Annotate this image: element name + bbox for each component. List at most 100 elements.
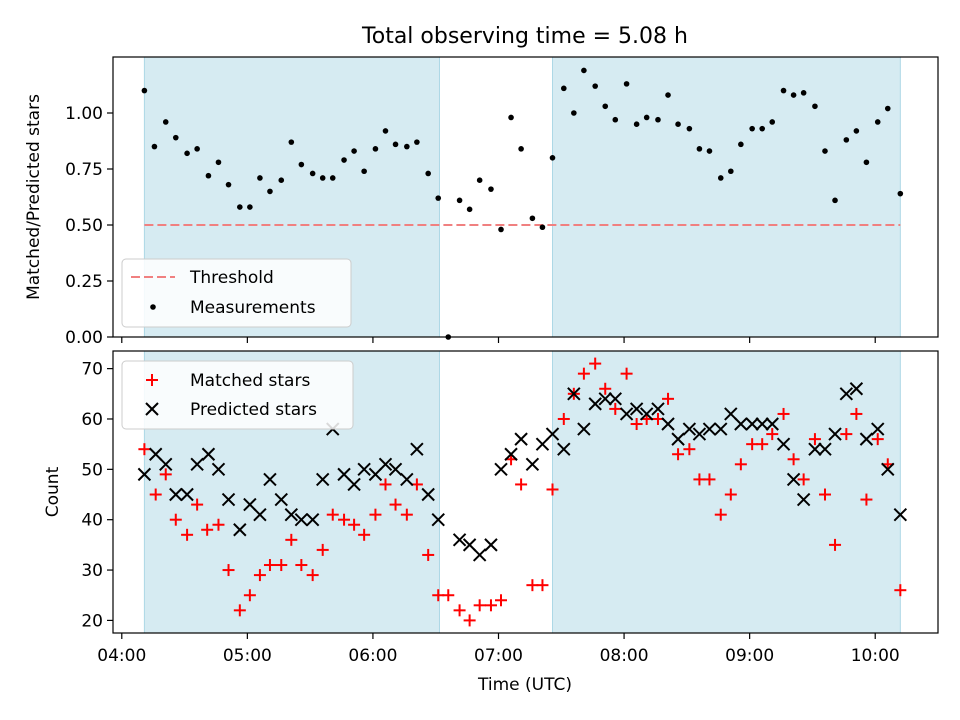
- ratio-y-tick-label: 0.50: [65, 216, 103, 236]
- matched-stars-legend-label: Matched stars: [190, 371, 310, 391]
- measurement-point: [812, 103, 818, 110]
- predicted-star-point: [504, 447, 518, 461]
- measurement-point: [476, 177, 483, 183]
- predicted-star-point: [462, 538, 477, 552]
- measurement-point: [392, 141, 399, 148]
- measurement-point: [205, 172, 212, 179]
- matched-star-point: [400, 508, 413, 521]
- measurement-point: [425, 170, 431, 177]
- predicted-star-point: [828, 427, 842, 441]
- measurement-point: [372, 146, 379, 152]
- count-y-tick-label: 20: [81, 611, 103, 631]
- measurement-point: [602, 103, 609, 110]
- predicted-star-point: [881, 462, 895, 477]
- matched-star-point: [222, 564, 235, 577]
- matched-star-point: [243, 589, 256, 602]
- predicted-star-point: [221, 492, 236, 507]
- predicted-star-point: [169, 487, 183, 502]
- measurement-point: [549, 155, 556, 161]
- chart-title: Total observing time = 5.08 h: [361, 24, 688, 49]
- predicted-star-point: [619, 407, 634, 421]
- predicted-star-point: [357, 462, 371, 477]
- predicted-star-point: [274, 492, 288, 507]
- predicted-star-point: [243, 497, 257, 512]
- matched-star-point: [840, 428, 853, 441]
- measurement-point: [329, 175, 336, 181]
- measurement-point: [633, 121, 640, 127]
- measurement-point: [884, 105, 891, 112]
- predicted-star-point: [765, 417, 779, 431]
- matched-star-point: [422, 548, 435, 561]
- measurement-point: [874, 119, 881, 125]
- measurement-point: [508, 114, 514, 121]
- measurement-point: [863, 159, 870, 166]
- count-y-tick-label: 50: [81, 460, 103, 480]
- measurement-point: [571, 110, 577, 116]
- predicted-star-point: [776, 437, 791, 451]
- matched-star-point: [369, 508, 382, 521]
- measurement-point: [237, 204, 243, 210]
- ratio-legend-box: [121, 258, 352, 328]
- measurement-point: [151, 143, 158, 150]
- predicted-star-point: [577, 422, 591, 436]
- measurement-point: [267, 188, 273, 195]
- measurement-point: [257, 175, 263, 181]
- matched-star-point: [515, 478, 528, 491]
- measurement-point: [172, 134, 179, 141]
- predicted-star-point: [692, 427, 707, 441]
- measurement-point: [696, 146, 703, 152]
- predicted-star-point: [484, 538, 498, 552]
- matched-star-point: [326, 508, 339, 521]
- matched-star-point: [734, 458, 747, 471]
- measurement-point: [414, 139, 420, 145]
- threshold-legend-label: Threshold: [189, 268, 274, 288]
- predicted-star-point: [724, 407, 738, 421]
- measurement-point: [759, 125, 766, 132]
- predicted-star-point: [159, 457, 173, 472]
- matched-star-point: [829, 538, 842, 551]
- measurement-point: [319, 175, 326, 181]
- predicted-star-point: [849, 382, 864, 396]
- predicted-star-point: [557, 442, 571, 456]
- matched-star-point: [212, 518, 225, 531]
- matched-star-point: [358, 528, 371, 541]
- matched-star-point: [484, 599, 497, 612]
- measurement-point: [623, 81, 630, 87]
- matched-star-point: [662, 392, 675, 405]
- matched-stars-legend-swatch: [146, 374, 158, 386]
- count-y-tick-label: 70: [81, 360, 103, 380]
- matched-star-point: [703, 473, 716, 486]
- predicted-stars-legend-swatch: [145, 402, 159, 416]
- predicted-star-point: [796, 492, 811, 507]
- matched-star-point: [295, 559, 308, 572]
- matched-star-point: [818, 488, 831, 501]
- measurement-point: [225, 181, 232, 188]
- measurement-point: [162, 119, 169, 125]
- measurement-point: [643, 114, 650, 121]
- predicted-star-point: [137, 467, 152, 482]
- predicted-star-point: [755, 417, 769, 431]
- predicted-star-point: [514, 432, 528, 446]
- count-y-tick-label: 60: [81, 410, 103, 430]
- predicted-star-point: [233, 523, 247, 537]
- predicted-star-point: [472, 548, 487, 562]
- matched-star-point: [724, 488, 737, 501]
- predicted-star-point: [201, 447, 216, 461]
- predicted-star-point: [598, 392, 612, 406]
- count-legend: Matched stars Predicted stars: [121, 360, 354, 430]
- measurement-point: [382, 128, 389, 134]
- ratio-panel-frame: [112, 56, 939, 338]
- predicted-star-point: [525, 457, 540, 472]
- matched-star-point: [316, 543, 329, 556]
- predicted-star-point: [545, 427, 560, 441]
- predicted-star-point: [388, 462, 403, 477]
- measurement-point: [560, 85, 567, 92]
- matched-star-point: [389, 498, 402, 511]
- measurement-point: [518, 146, 524, 152]
- ratio-y-tick-label: 0.75: [65, 160, 103, 180]
- measurement-point: [832, 197, 838, 204]
- matched-star-point: [379, 478, 392, 491]
- measurement-point: [215, 159, 222, 166]
- predicted-star-point: [535, 437, 550, 451]
